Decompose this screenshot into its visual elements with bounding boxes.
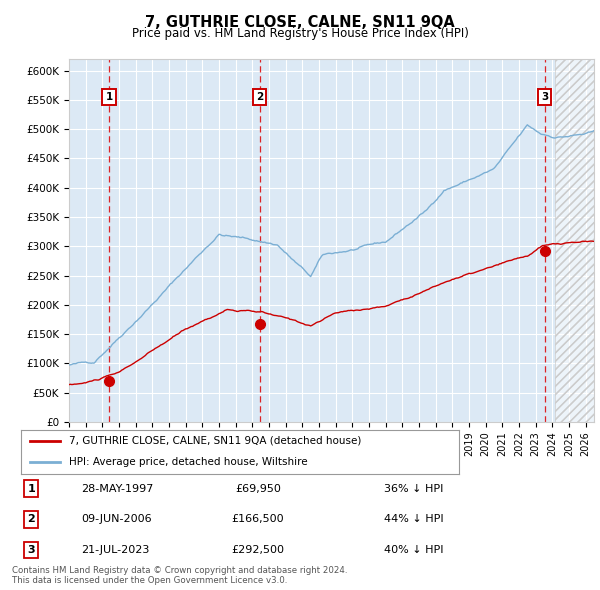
Text: 44% ↓ HPI: 44% ↓ HPI bbox=[384, 514, 443, 524]
Text: 40% ↓ HPI: 40% ↓ HPI bbox=[384, 545, 443, 555]
Text: HPI: Average price, detached house, Wiltshire: HPI: Average price, detached house, Wilt… bbox=[69, 457, 308, 467]
Text: 1: 1 bbox=[28, 484, 35, 493]
Text: This data is licensed under the Open Government Licence v3.0.: This data is licensed under the Open Gov… bbox=[12, 576, 287, 585]
Text: £69,950: £69,950 bbox=[235, 484, 281, 493]
Text: 2: 2 bbox=[28, 514, 35, 524]
Bar bbox=[555, 59, 594, 422]
Text: 3: 3 bbox=[28, 545, 35, 555]
Text: 28-MAY-1997: 28-MAY-1997 bbox=[81, 484, 154, 493]
Text: Contains HM Land Registry data © Crown copyright and database right 2024.: Contains HM Land Registry data © Crown c… bbox=[12, 566, 347, 575]
Text: Price paid vs. HM Land Registry's House Price Index (HPI): Price paid vs. HM Land Registry's House … bbox=[131, 27, 469, 40]
Text: 7, GUTHRIE CLOSE, CALNE, SN11 9QA: 7, GUTHRIE CLOSE, CALNE, SN11 9QA bbox=[145, 15, 455, 30]
Text: 2: 2 bbox=[256, 92, 263, 102]
Text: 21-JUL-2023: 21-JUL-2023 bbox=[81, 545, 149, 555]
Bar bbox=[555, 59, 594, 422]
Text: 36% ↓ HPI: 36% ↓ HPI bbox=[384, 484, 443, 493]
Text: 09-JUN-2006: 09-JUN-2006 bbox=[81, 514, 152, 524]
Text: 1: 1 bbox=[106, 92, 113, 102]
Text: £166,500: £166,500 bbox=[232, 514, 284, 524]
Text: £292,500: £292,500 bbox=[232, 545, 284, 555]
Text: 7, GUTHRIE CLOSE, CALNE, SN11 9QA (detached house): 7, GUTHRIE CLOSE, CALNE, SN11 9QA (detac… bbox=[69, 435, 362, 445]
Text: 3: 3 bbox=[541, 92, 548, 102]
